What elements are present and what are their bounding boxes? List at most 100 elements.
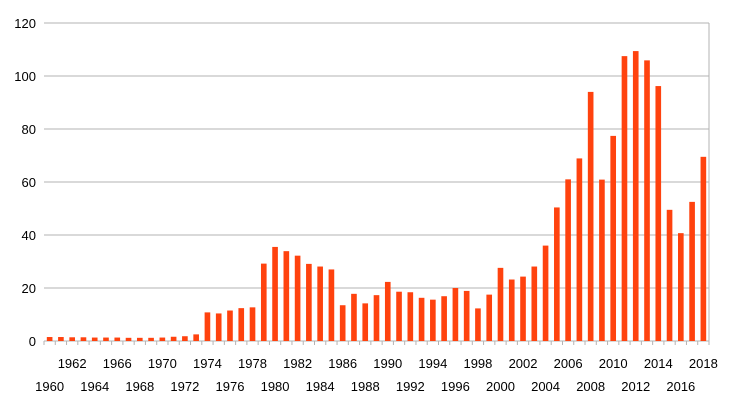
bar-1997 — [463, 290, 470, 341]
y-axis-tick-labels: 0 20 40 60 80 100 120 — [14, 16, 36, 349]
bar-1965 — [103, 337, 109, 341]
bar-2011 — [621, 56, 628, 341]
x-tick-label-row2: 2008 — [576, 379, 605, 394]
bar-1995 — [441, 296, 447, 341]
x-tick-label-row2: 1964 — [80, 379, 109, 394]
y-tick-label: 100 — [14, 69, 36, 84]
bar-1980 — [272, 246, 278, 341]
x-tick-label-row2: 1984 — [306, 379, 335, 394]
bar-1982 — [294, 255, 301, 341]
bar-2007 — [576, 158, 583, 341]
bar-2018 — [700, 156, 707, 341]
x-tick-label-row2: 1988 — [351, 379, 380, 394]
bar-2001 — [508, 279, 515, 341]
x-tick-label-row1: 1970 — [148, 356, 177, 371]
x-tick-label-row1: 1978 — [238, 356, 267, 371]
bar-2008 — [587, 91, 594, 342]
bar-2009 — [599, 179, 605, 341]
bar-2002 — [520, 276, 526, 341]
x-axis-ticks — [43, 341, 710, 345]
bar-1989 — [373, 295, 380, 341]
bar-1970 — [159, 337, 166, 341]
x-tick-label-row1: 1962 — [58, 356, 87, 371]
bar-1975 — [215, 313, 222, 341]
y-tick-label: 0 — [29, 334, 36, 349]
bar-2015 — [666, 209, 673, 341]
x-tick-label-row2: 1972 — [170, 379, 199, 394]
x-tick-label-row1: 2010 — [599, 356, 628, 371]
bar-1969 — [148, 337, 154, 341]
bar-1971 — [170, 336, 177, 341]
bar-1991 — [396, 291, 402, 341]
bar-series — [46, 51, 707, 342]
bar-1962 — [69, 337, 75, 341]
bar-2000 — [497, 267, 504, 341]
bar-2010 — [610, 135, 617, 341]
bar-1967 — [125, 337, 132, 341]
bar-1984 — [317, 266, 323, 341]
bar-1977 — [238, 308, 245, 341]
bar-1974 — [204, 312, 211, 341]
bar-1987 — [351, 293, 357, 341]
bar-1972 — [182, 336, 188, 341]
gridlines — [44, 22, 710, 342]
bar-1963 — [80, 337, 87, 341]
x-tick-label-row2: 1960 — [35, 379, 64, 394]
bar-1994 — [430, 299, 436, 341]
x-tick-label-row1: 2006 — [554, 356, 583, 371]
bar-1973 — [193, 334, 199, 341]
x-tick-label-row2: 2012 — [621, 379, 650, 394]
x-tick-label-row1: 1994 — [418, 356, 447, 371]
bar-1985 — [328, 269, 335, 341]
x-tick-label-row1: 1982 — [283, 356, 312, 371]
x-tick-label-row2: 1968 — [125, 379, 154, 394]
y-tick-label: 120 — [14, 16, 36, 31]
bar-1981 — [283, 251, 290, 341]
bar-1960 — [46, 337, 53, 341]
bar-2013 — [644, 60, 650, 342]
bar-1996 — [452, 288, 459, 341]
bar-1979 — [260, 263, 267, 341]
bar-1990 — [384, 281, 391, 341]
bar-2017 — [689, 201, 695, 341]
bar-1986 — [339, 305, 346, 341]
bar-1999 — [486, 294, 493, 341]
bar-2014 — [655, 86, 662, 341]
x-tick-label-row2: 1992 — [396, 379, 425, 394]
y-tick-label: 40 — [22, 228, 36, 243]
x-tick-label-row1: 1974 — [193, 356, 222, 371]
bar-2016 — [678, 233, 684, 341]
x-tick-label-row2: 2016 — [666, 379, 695, 394]
x-tick-label-row1: 1998 — [463, 356, 492, 371]
bar-1983 — [306, 263, 312, 341]
bar-2004 — [542, 245, 549, 341]
x-tick-label-row1: 1966 — [103, 356, 132, 371]
x-tick-label-row2: 1976 — [216, 379, 245, 394]
bar-1998 — [475, 308, 481, 341]
y-tick-label: 20 — [22, 281, 36, 296]
bar-1961 — [58, 337, 64, 341]
x-tick-label-row2: 2004 — [531, 379, 560, 394]
y-tick-label: 60 — [22, 175, 36, 190]
bar-2003 — [531, 266, 538, 341]
bar-1976 — [227, 310, 233, 341]
x-tick-label-row1: 2002 — [509, 356, 538, 371]
bar-1992 — [407, 292, 414, 341]
bar-1993 — [418, 297, 425, 341]
bar-1964 — [91, 337, 98, 341]
bar-2012 — [632, 51, 639, 342]
bar-1968 — [136, 337, 143, 341]
x-tick-label-row1: 1990 — [373, 356, 402, 371]
x-tick-label-row2: 2000 — [486, 379, 515, 394]
y-tick-label: 80 — [22, 122, 36, 137]
bar-1978 — [249, 307, 256, 341]
x-tick-label-row2: 1980 — [261, 379, 290, 394]
x-tick-label-row2: 1996 — [441, 379, 470, 394]
x-tick-label-row1: 2014 — [644, 356, 673, 371]
x-tick-label-row1: 1986 — [328, 356, 357, 371]
bar-1988 — [362, 303, 369, 341]
bar-1966 — [114, 337, 121, 341]
bar-2005 — [554, 207, 560, 341]
x-tick-label-row1: 2018 — [689, 356, 718, 371]
